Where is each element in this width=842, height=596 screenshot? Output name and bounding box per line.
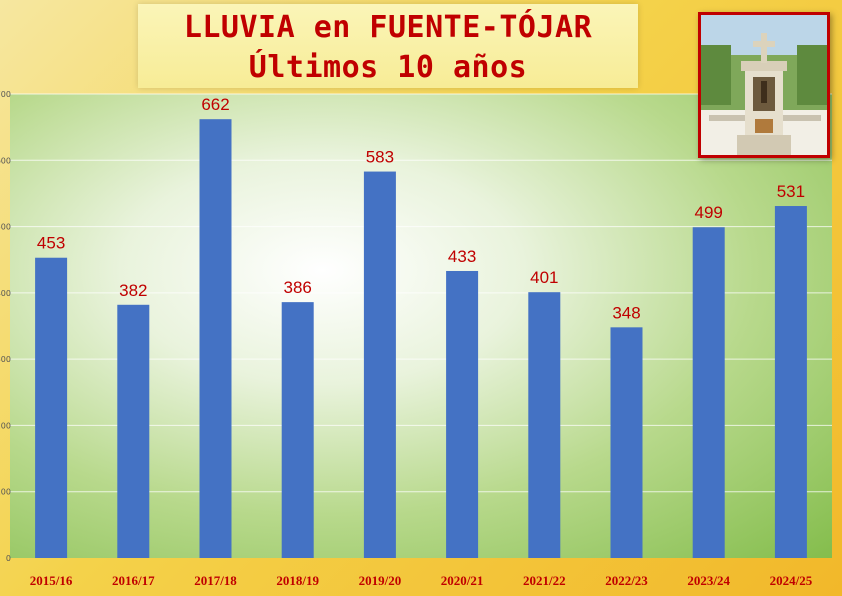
bar [610,327,643,558]
bar [692,227,725,558]
x-tick-label: 2021/22 [523,573,566,588]
bar [363,171,396,558]
data-label: 382 [119,281,147,300]
bar [446,270,479,558]
bar [35,257,68,558]
y-tick-label: 200 [0,421,11,430]
data-label: 401 [530,268,558,287]
monument-cross-icon [701,15,827,155]
data-label: 433 [448,247,476,266]
x-tick-label: 2020/21 [441,573,484,588]
x-tick-label: 2015/16 [30,573,73,588]
data-label: 386 [284,278,312,297]
x-tick-label: 2023/24 [687,573,730,588]
data-label: 348 [612,303,640,322]
y-tick-label: 400 [0,289,11,298]
bar [774,206,807,558]
bar [199,119,232,558]
y-tick-label: 600 [0,156,11,165]
bar [528,292,561,558]
y-tick-label: 500 [0,223,11,232]
y-tick-label: 0 [6,554,11,563]
x-tick-label: 2024/25 [770,573,813,588]
bar [281,302,314,558]
y-tick-label: 300 [0,355,11,364]
x-tick-label: 2018/19 [276,573,319,588]
data-label: 453 [37,234,65,253]
bar [117,304,150,558]
title-box: LLUVIA en FUENTE-TÓJAR Últimos 10 años [138,4,638,88]
x-tick-label: 2019/20 [359,573,402,588]
x-tick-label: 2022/23 [605,573,648,588]
data-label: 531 [777,182,805,201]
data-label: 662 [201,95,229,114]
y-tick-label: 700 [0,90,11,99]
x-tick-label: 2016/17 [112,573,155,588]
chart-subtitle: Últimos 10 años [248,50,528,85]
x-tick-label: 2017/18 [194,573,237,588]
data-label: 499 [695,203,723,222]
monument-photo [698,12,830,158]
data-label: 583 [366,148,394,167]
chart-title: LLUVIA en FUENTE-TÓJAR [183,10,593,45]
y-tick-label: 100 [0,488,11,497]
